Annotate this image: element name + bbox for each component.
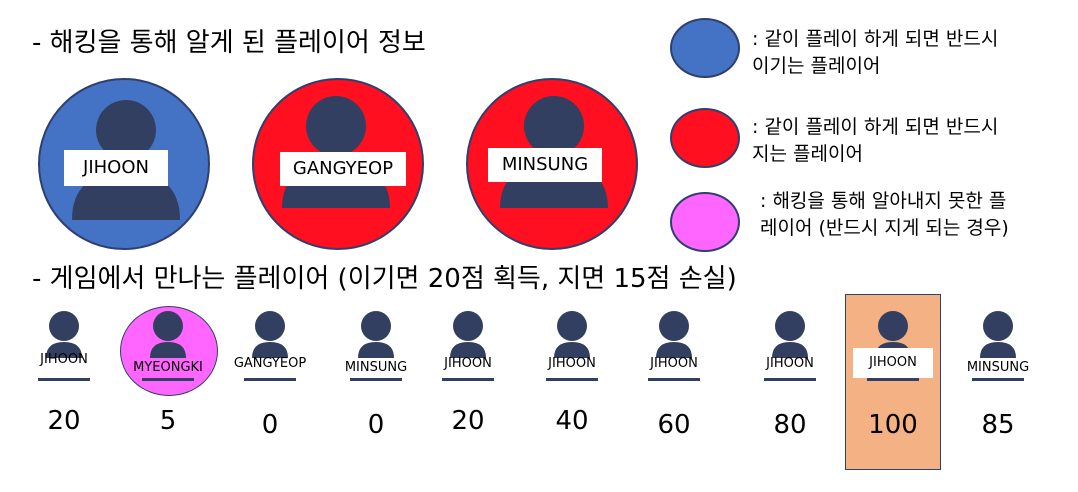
- person-icon: [980, 311, 1016, 358]
- sequence-score: 0: [261, 410, 279, 440]
- legend-line: 이기는 플레이어: [752, 55, 881, 77]
- known-players-heading: - 해킹을 통해 알게 된 플레이어 정보: [32, 28, 426, 58]
- name-underline: [142, 378, 194, 381]
- sequence-player-name: JIHOON: [548, 356, 596, 371]
- legend-blue-text: : 같이 플레이 하게 되면 반드시 이기는 플레이어: [752, 26, 998, 80]
- sequence-player-name: JIHOON: [40, 352, 88, 367]
- sequence-player-name: JIHOON: [650, 356, 698, 371]
- person-icon: [450, 311, 486, 358]
- name-underline: [972, 378, 1024, 381]
- sequence-player-name: MINSUNG: [966, 360, 1030, 375]
- sequence-player-name: MINSUNG: [344, 360, 408, 375]
- sequence-score: 80: [773, 410, 807, 440]
- person-icon: [554, 311, 590, 358]
- person-icon: [252, 311, 288, 358]
- name-underline: [38, 378, 90, 381]
- name-underline: [867, 378, 919, 381]
- legend-pink-dot: [670, 192, 740, 252]
- name-underline: [350, 378, 402, 381]
- player-name-label: JIHOON: [64, 150, 168, 186]
- sequence-player-name: MYEONGKI: [133, 360, 203, 375]
- sequence-score: 60: [657, 410, 691, 440]
- sequence-player-name: JIHOON: [853, 348, 933, 378]
- person-icon: [656, 311, 692, 358]
- legend-line: : 해킹을 통해 알아내지 못한 플: [760, 190, 1007, 212]
- name-underline: [442, 378, 494, 381]
- sequence-score: 0: [367, 410, 385, 440]
- legend-line: : 같이 플레이 하게 되면 반드시: [752, 28, 999, 50]
- person-icon: [46, 311, 82, 358]
- legend-blue-dot: [670, 18, 740, 78]
- legend-red-text: : 같이 플레이 하게 되면 반드시 지는 플레이어: [752, 114, 998, 168]
- sequence-player-name: JIHOON: [766, 356, 814, 371]
- known-player-gangyeop: GANGYEOP: [252, 78, 424, 250]
- sequence-score: 20: [451, 406, 485, 436]
- player-name-label: MINSUNG: [488, 148, 602, 182]
- legend-line: : 같이 플레이 하게 되면 반드시: [752, 116, 999, 138]
- sequence-score: 5: [159, 406, 177, 436]
- sequence-score: 85: [981, 410, 1015, 440]
- known-player-jihoon: JIHOON: [38, 78, 210, 250]
- person-icon: [358, 311, 394, 358]
- person-icon: [772, 311, 808, 358]
- encounter-heading: - 게임에서 만나는 플레이어 (이기면 20점 획득, 지면 15점 손실): [32, 264, 737, 294]
- sequence-player-name: JIHOON: [444, 356, 492, 371]
- sequence-score: 40: [555, 406, 589, 436]
- name-underline: [546, 378, 598, 381]
- sequence-player-name: GANGYEOP: [233, 356, 307, 371]
- legend-pink-text: : 해킹을 통해 알아내지 못한 플 레이어 (반드시 지게 되는 경우): [760, 188, 1009, 242]
- name-underline: [764, 378, 816, 381]
- player-name-label: GANGYEOP: [280, 152, 406, 186]
- name-underline: [244, 378, 296, 381]
- legend-red-dot: [670, 108, 740, 168]
- legend-line: 지는 플레이어: [752, 143, 863, 165]
- sequence-score: 20: [47, 406, 81, 436]
- known-player-minsung: MINSUNG: [466, 78, 638, 250]
- name-underline: [648, 378, 700, 381]
- sequence-score: 100: [868, 410, 918, 440]
- legend-line: 레이어 (반드시 지게 되는 경우): [760, 217, 1009, 239]
- person-icon: [150, 311, 186, 358]
